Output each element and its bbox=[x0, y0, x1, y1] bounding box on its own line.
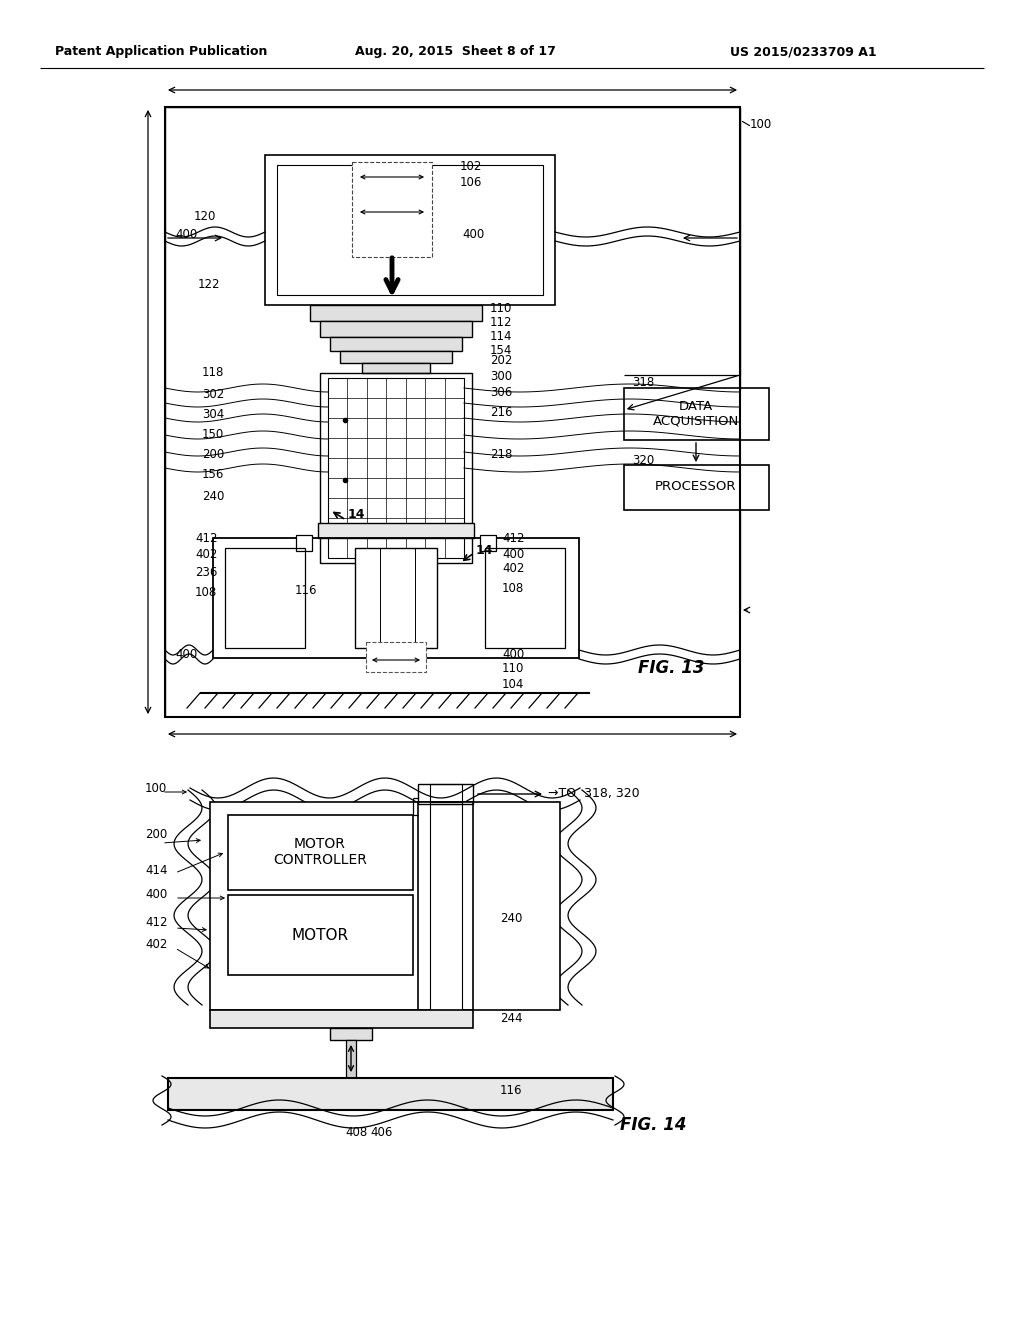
Bar bbox=[296, 535, 312, 550]
Bar bbox=[480, 535, 496, 550]
Text: Aug. 20, 2015  Sheet 8 of 17: Aug. 20, 2015 Sheet 8 of 17 bbox=[355, 45, 556, 58]
Text: DATA
ACQUISITION: DATA ACQUISITION bbox=[653, 400, 739, 428]
Text: 108: 108 bbox=[195, 586, 217, 598]
Text: 400: 400 bbox=[175, 228, 198, 242]
Bar bbox=[328, 378, 464, 558]
Text: 300: 300 bbox=[490, 371, 512, 384]
Bar bbox=[624, 388, 769, 440]
Text: 110: 110 bbox=[502, 661, 524, 675]
Bar bbox=[319, 374, 472, 564]
Bar bbox=[418, 784, 473, 804]
Text: 402: 402 bbox=[502, 561, 524, 574]
Bar bbox=[228, 895, 413, 975]
Text: Patent Application Publication: Patent Application Publication bbox=[55, 45, 267, 58]
Text: 100: 100 bbox=[145, 781, 167, 795]
Text: 400: 400 bbox=[502, 548, 524, 561]
Text: 202: 202 bbox=[490, 355, 512, 367]
Text: 100: 100 bbox=[750, 119, 772, 132]
Text: 156: 156 bbox=[202, 469, 224, 482]
Text: 320: 320 bbox=[632, 454, 654, 466]
Text: 240: 240 bbox=[202, 491, 224, 503]
Text: 318: 318 bbox=[632, 376, 654, 389]
Bar bbox=[340, 351, 452, 363]
Text: MOTOR
CONTROLLER: MOTOR CONTROLLER bbox=[273, 837, 367, 867]
Bar bbox=[210, 803, 560, 1010]
Bar bbox=[225, 548, 305, 648]
Text: 106: 106 bbox=[460, 176, 482, 189]
Bar bbox=[418, 803, 473, 1010]
Bar bbox=[346, 1040, 356, 1078]
Bar bbox=[366, 642, 426, 672]
Text: 400: 400 bbox=[462, 228, 484, 242]
Text: 122: 122 bbox=[198, 279, 220, 292]
Text: 120: 120 bbox=[194, 210, 216, 223]
Text: 400: 400 bbox=[502, 648, 524, 660]
Text: 104: 104 bbox=[502, 678, 524, 692]
Bar bbox=[265, 154, 555, 305]
Text: US 2015/0233709 A1: US 2015/0233709 A1 bbox=[730, 45, 877, 58]
Bar bbox=[430, 784, 462, 804]
Text: MOTOR: MOTOR bbox=[292, 928, 348, 942]
Text: 302: 302 bbox=[202, 388, 224, 401]
Bar bbox=[430, 803, 462, 1010]
Text: 412: 412 bbox=[502, 532, 524, 545]
Text: 154: 154 bbox=[490, 345, 512, 358]
Text: 412: 412 bbox=[195, 532, 217, 545]
Text: 102: 102 bbox=[460, 161, 482, 173]
Bar bbox=[210, 1010, 473, 1028]
Text: 14: 14 bbox=[476, 544, 494, 557]
Text: FIG. 13: FIG. 13 bbox=[638, 659, 705, 677]
Bar bbox=[355, 548, 437, 648]
Bar bbox=[330, 337, 462, 351]
Text: 240: 240 bbox=[500, 912, 522, 924]
Text: 114: 114 bbox=[490, 330, 512, 343]
Bar bbox=[318, 523, 474, 539]
Bar bbox=[330, 1028, 372, 1040]
Text: 216: 216 bbox=[490, 405, 512, 418]
Text: 402: 402 bbox=[145, 939, 167, 952]
Text: →TO  318, 320: →TO 318, 320 bbox=[548, 788, 640, 800]
Text: 304: 304 bbox=[202, 408, 224, 421]
Bar bbox=[213, 539, 579, 657]
Text: 402: 402 bbox=[195, 549, 217, 561]
Text: 116: 116 bbox=[295, 583, 317, 597]
Bar bbox=[485, 548, 565, 648]
Text: 306: 306 bbox=[490, 385, 512, 399]
Bar bbox=[310, 305, 482, 321]
Text: 200: 200 bbox=[145, 829, 167, 842]
Text: 400: 400 bbox=[145, 888, 167, 902]
Text: 112: 112 bbox=[490, 315, 512, 329]
Text: 110: 110 bbox=[490, 301, 512, 314]
Text: 218: 218 bbox=[490, 449, 512, 462]
Text: FIG. 14: FIG. 14 bbox=[620, 1115, 686, 1134]
Text: 150: 150 bbox=[202, 429, 224, 441]
Text: 116: 116 bbox=[500, 1084, 522, 1097]
Text: 414: 414 bbox=[145, 863, 168, 876]
Bar bbox=[624, 465, 769, 510]
Text: 200: 200 bbox=[202, 449, 224, 462]
Bar bbox=[165, 107, 740, 717]
Bar bbox=[168, 1078, 613, 1110]
Text: 236: 236 bbox=[195, 565, 217, 578]
Text: 400: 400 bbox=[175, 648, 198, 660]
Bar bbox=[228, 814, 413, 890]
Text: 244: 244 bbox=[500, 1011, 522, 1024]
Text: 406: 406 bbox=[370, 1126, 392, 1138]
Bar bbox=[319, 321, 472, 337]
Text: 118: 118 bbox=[202, 366, 224, 379]
Bar bbox=[362, 363, 430, 374]
Text: 14: 14 bbox=[348, 507, 366, 520]
Text: 408: 408 bbox=[345, 1126, 368, 1138]
Bar bbox=[278, 165, 543, 294]
Text: PROCESSOR: PROCESSOR bbox=[655, 480, 736, 494]
Bar bbox=[352, 162, 432, 257]
Text: 108: 108 bbox=[502, 582, 524, 594]
Text: 412: 412 bbox=[145, 916, 168, 929]
